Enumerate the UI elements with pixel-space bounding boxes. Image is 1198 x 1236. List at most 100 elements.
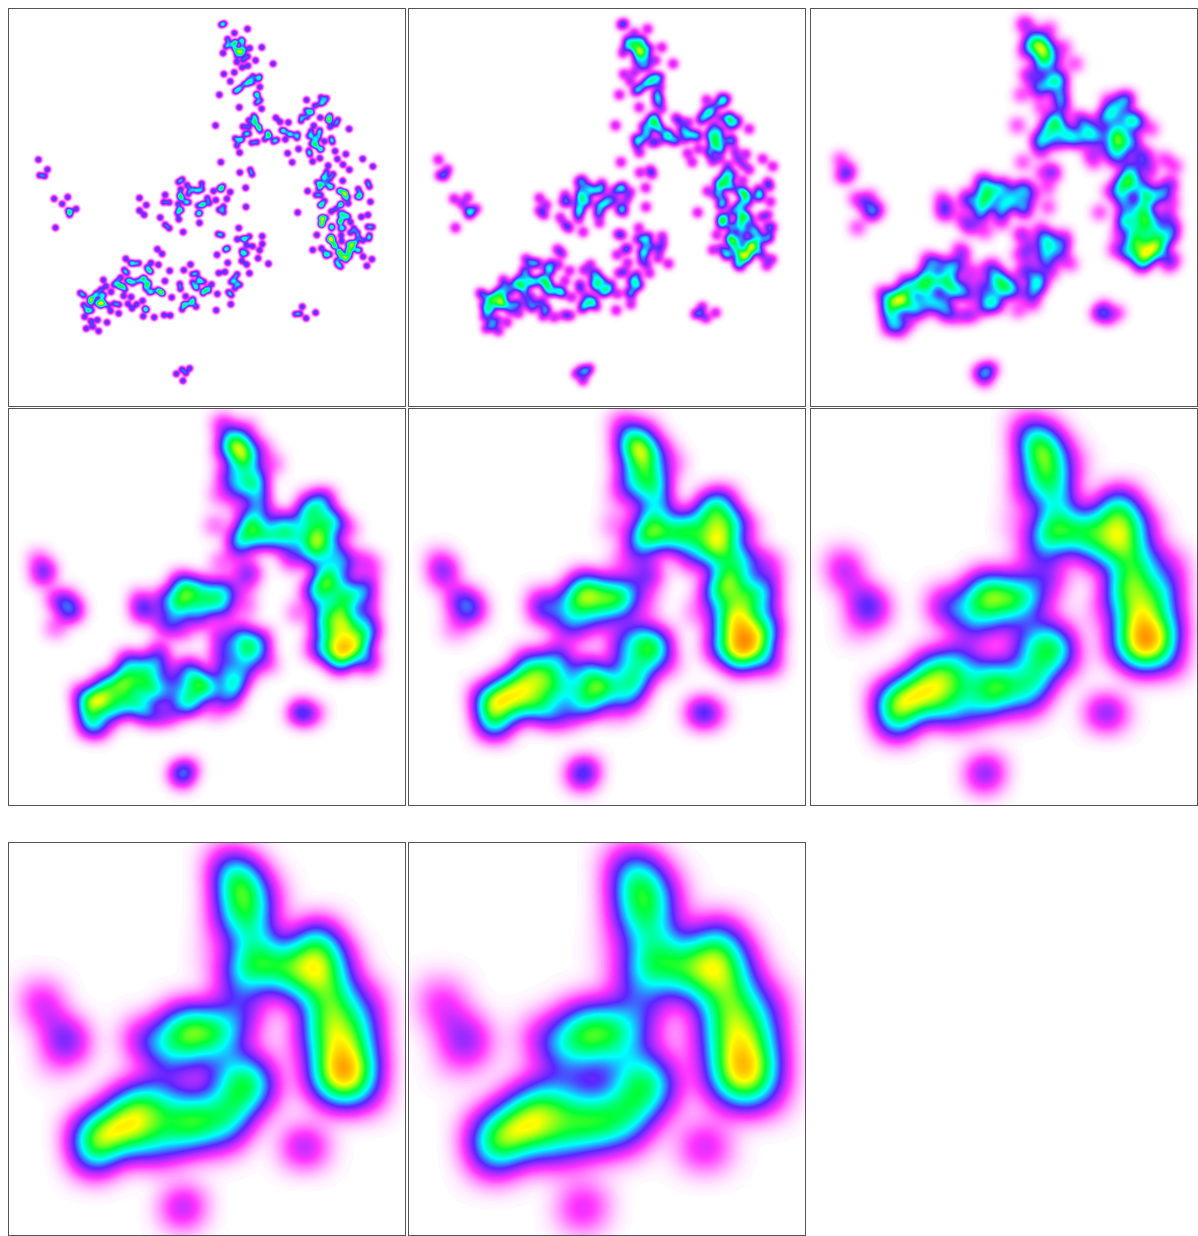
density-point: [626, 587, 635, 596]
density-point: [732, 656, 741, 665]
density-point: [65, 194, 71, 200]
density-point: [42, 173, 48, 179]
heatmap-panel: [810, 408, 1198, 806]
density-point: [713, 962, 724, 973]
density-point: [715, 1052, 726, 1063]
density-point: [357, 613, 366, 622]
density-point: [573, 1010, 584, 1021]
density-point: [273, 535, 282, 544]
density-point: [179, 366, 185, 372]
density-point: [242, 660, 251, 669]
density-point: [873, 604, 883, 614]
density-point: [514, 709, 523, 718]
density-point: [218, 882, 229, 893]
density-point: [623, 658, 632, 667]
density-point: [217, 420, 226, 429]
density-point: [1013, 705, 1023, 715]
density-point: [1028, 690, 1038, 700]
density-point: [243, 185, 249, 191]
density-point: [232, 1103, 243, 1114]
density-point: [631, 534, 640, 543]
density-point: [366, 597, 375, 606]
density-point: [842, 571, 852, 581]
density-point: [337, 225, 343, 231]
density-point: [176, 591, 185, 600]
density-point: [238, 51, 244, 57]
density-point: [152, 1078, 163, 1089]
density-point: [921, 691, 931, 701]
density-point: [195, 203, 201, 209]
density-point: [232, 39, 238, 45]
density-point: [340, 178, 346, 184]
density-point: [980, 627, 990, 637]
density-point: [127, 1137, 138, 1148]
density-point: [156, 613, 165, 622]
density-point: [1037, 568, 1047, 578]
density-point: [983, 198, 991, 206]
density-point: [643, 908, 654, 919]
density-point: [576, 207, 583, 214]
density-point: [526, 658, 535, 667]
density-point: [1141, 251, 1149, 259]
density-point: [444, 166, 451, 173]
density-point: [306, 133, 312, 139]
density-point: [303, 97, 309, 103]
density-point: [173, 1011, 184, 1022]
heatmap-panel: [8, 842, 406, 1236]
density-point: [729, 139, 736, 146]
density-point: [1128, 606, 1138, 616]
density-point: [240, 57, 246, 63]
density-point: [496, 1125, 507, 1136]
density-point: [765, 1030, 776, 1041]
density-point: [737, 1041, 748, 1052]
density-point: [955, 245, 963, 253]
density-point: [618, 1035, 629, 1046]
density-point: [739, 252, 746, 259]
density-point: [541, 680, 550, 689]
density-point: [313, 631, 322, 640]
density-point: [1036, 502, 1046, 512]
density-point: [643, 955, 654, 966]
density-point: [692, 533, 701, 542]
density-point: [1141, 209, 1149, 217]
density-point: [1049, 538, 1059, 548]
density-point: [129, 280, 135, 286]
density-point: [562, 191, 569, 198]
density-point: [561, 277, 568, 284]
density-point: [357, 1069, 368, 1080]
density-point: [334, 258, 340, 264]
density-point: [1018, 420, 1028, 430]
density-point: [83, 325, 89, 331]
density-point: [247, 1003, 258, 1014]
density-point: [345, 200, 351, 206]
density-point: [309, 158, 315, 164]
density-point: [717, 192, 724, 199]
density-point: [243, 250, 249, 256]
density-point: [344, 958, 355, 969]
density-point: [316, 185, 322, 191]
density-point: [1140, 608, 1150, 618]
density-point: [1014, 306, 1022, 314]
density-point: [1086, 149, 1094, 157]
density-point: [1118, 154, 1126, 162]
density-point: [1166, 582, 1176, 592]
density-point: [1118, 590, 1128, 600]
density-point: [1166, 223, 1174, 231]
density-point: [585, 190, 592, 197]
density-point: [274, 137, 280, 143]
density-point: [180, 378, 186, 384]
density-point: [441, 172, 448, 179]
density-point: [716, 155, 723, 162]
density-point: [198, 585, 207, 594]
density-point: [612, 706, 621, 715]
heatmap-panel: [408, 408, 806, 806]
density-point: [166, 711, 175, 720]
density-point: [115, 310, 121, 316]
density-point: [656, 1065, 667, 1076]
density-point: [1035, 270, 1043, 278]
density-point: [1044, 424, 1054, 434]
density-point: [216, 92, 222, 98]
density-point: [166, 225, 172, 231]
density-point: [1108, 150, 1116, 158]
density-point: [40, 572, 49, 581]
